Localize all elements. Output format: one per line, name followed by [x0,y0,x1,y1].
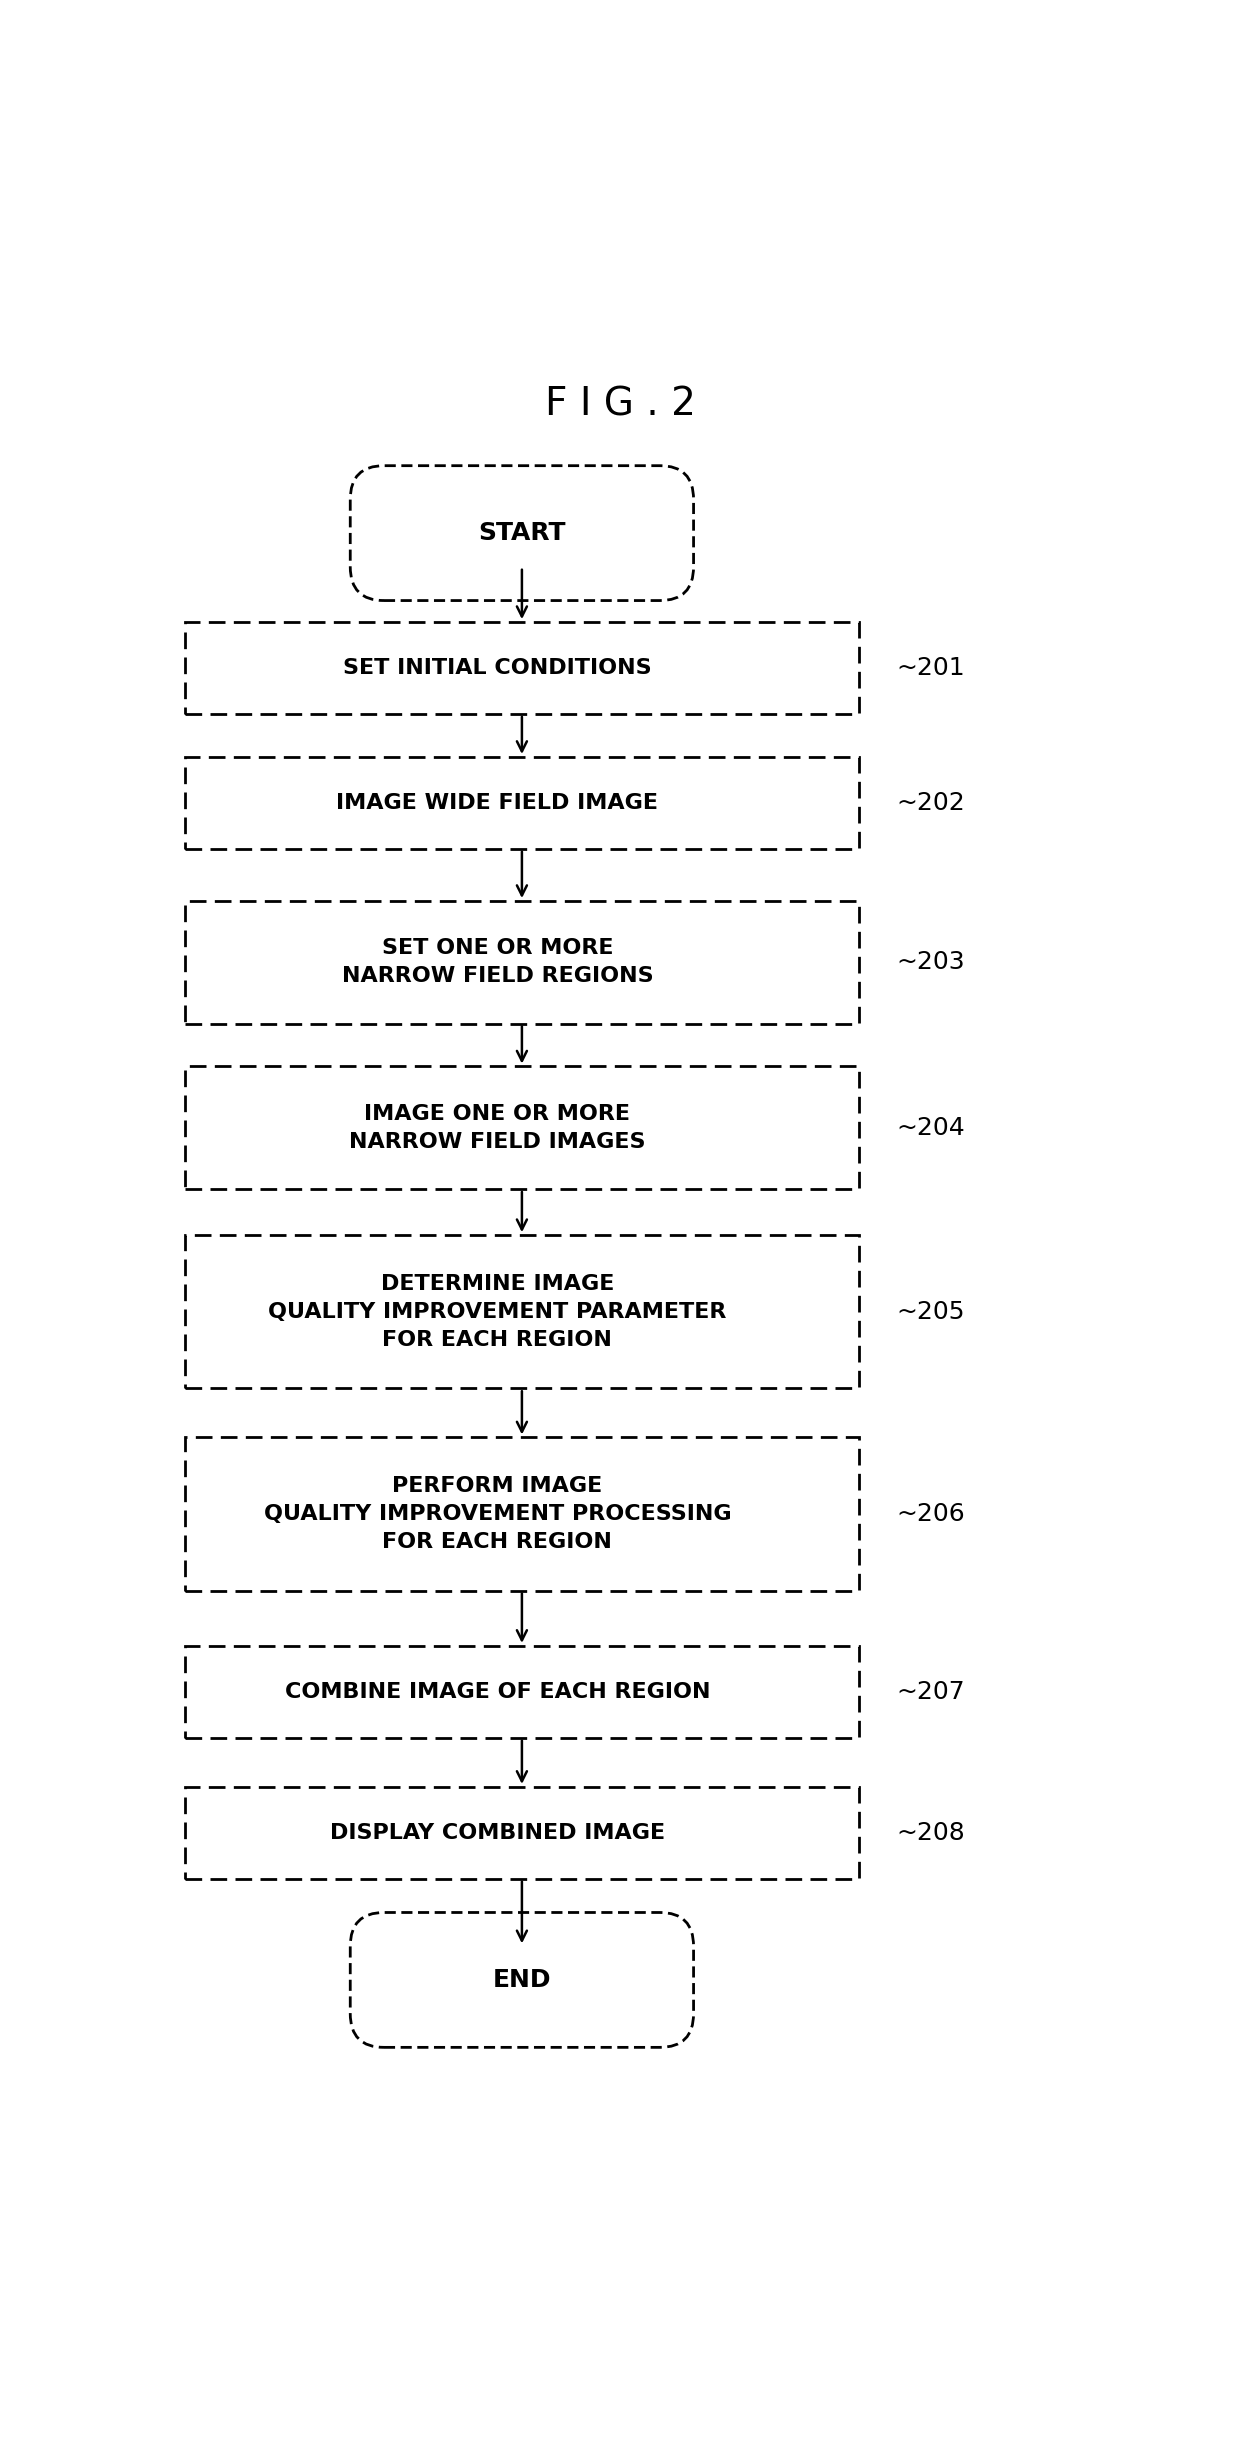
Text: COMBINE IMAGE OF EACH REGION: COMBINE IMAGE OF EACH REGION [285,1683,711,1703]
Text: ~202: ~202 [895,791,965,816]
Text: ~203: ~203 [895,951,965,973]
Bar [185,1234,859,1387]
Text: ~208: ~208 [895,1821,965,1846]
Bar [185,621,859,715]
Text: F I G . 2: F I G . 2 [544,384,696,424]
Bar [185,902,859,1023]
Text: ~207: ~207 [895,1680,965,1703]
Bar [185,756,859,848]
Text: ~205: ~205 [895,1299,965,1323]
Text: IMAGE WIDE FIELD IMAGE: IMAGE WIDE FIELD IMAGE [336,793,658,813]
Text: ~204: ~204 [895,1116,965,1141]
Text: DISPLAY COMBINED IMAGE: DISPLAY COMBINED IMAGE [330,1823,665,1843]
Text: START: START [479,520,565,545]
Text: PERFORM IMAGE
QUALITY IMPROVEMENT PROCESSING
FOR EACH REGION: PERFORM IMAGE QUALITY IMPROVEMENT PROCES… [264,1476,732,1552]
Text: ~206: ~206 [895,1503,965,1525]
FancyBboxPatch shape [350,1912,693,2048]
Text: END: END [492,1969,551,1991]
Text: SET ONE OR MORE
NARROW FIELD REGIONS: SET ONE OR MORE NARROW FIELD REGIONS [341,939,653,986]
Text: DETERMINE IMAGE
QUALITY IMPROVEMENT PARAMETER
FOR EACH REGION: DETERMINE IMAGE QUALITY IMPROVEMENT PARA… [268,1274,727,1350]
Bar [185,1437,859,1592]
Text: SET INITIAL CONDITIONS: SET INITIAL CONDITIONS [343,658,652,678]
Text: IMAGE ONE OR MORE
NARROW FIELD IMAGES: IMAGE ONE OR MORE NARROW FIELD IMAGES [350,1104,646,1151]
Text: ~201: ~201 [895,655,965,680]
FancyBboxPatch shape [350,466,693,601]
Bar [185,1646,859,1737]
Bar [185,1067,859,1190]
Bar [185,1786,859,1878]
